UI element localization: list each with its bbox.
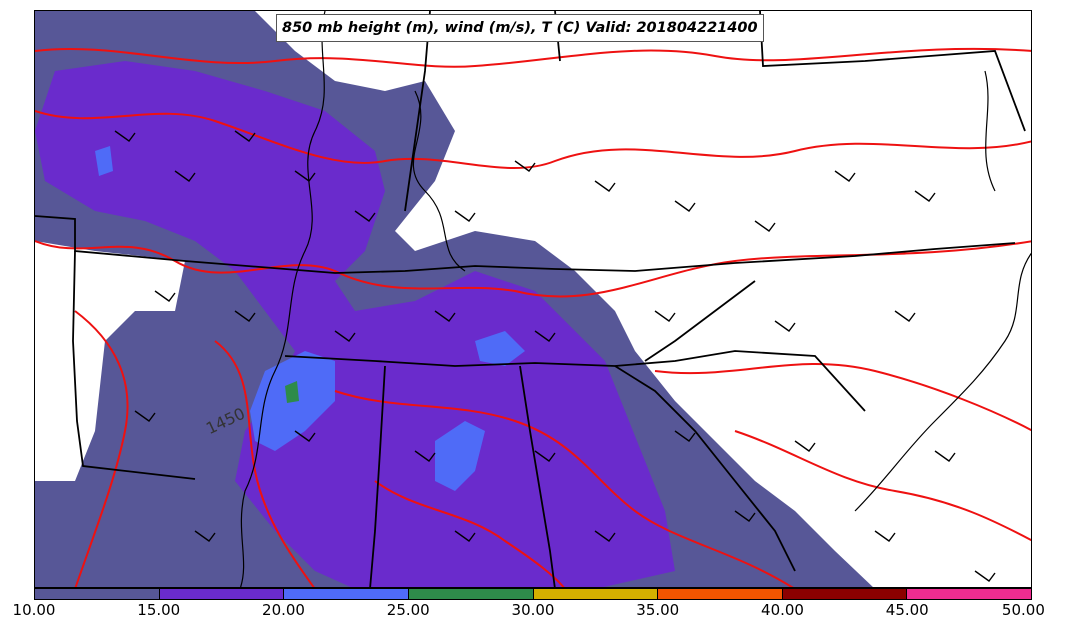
colorbar-segment (658, 589, 783, 599)
shading-15-20 (35, 61, 675, 587)
colorbar-segment (159, 589, 285, 599)
colorbar-tick-label: 10.00 (12, 601, 56, 619)
colorbar-tick-label: 45.00 (885, 601, 929, 619)
map-panel: 1450 (34, 10, 1032, 588)
shading-20-25-d (475, 331, 525, 366)
map-title: 850 mb height (m), wind (m/s), T (C) Val… (276, 14, 764, 42)
colorbar-tick-label: 15.00 (137, 601, 181, 619)
colorbar-segment (782, 589, 908, 599)
rivers-coastline (239, 11, 1031, 587)
shading-25-30 (285, 381, 299, 403)
wind-speed-shading (35, 11, 873, 587)
colorbar-segment (408, 589, 534, 599)
colorbar-segment (35, 589, 160, 599)
colorbar-tick-label: 40.00 (761, 601, 804, 619)
map-canvas: 1450 (35, 11, 1031, 587)
colorbar-tick-label: 30.00 (511, 601, 555, 619)
state-boundaries (35, 11, 1026, 587)
wind-barbs (114, 130, 996, 582)
colorbar-segment (533, 589, 659, 599)
colorbar (34, 588, 1032, 600)
colorbar-tick-label: 35.00 (636, 601, 680, 619)
shading-20-25-b (435, 421, 485, 491)
colorbar-tick-label: 25.00 (386, 601, 430, 619)
colorbar-tick-label: 20.00 (262, 601, 305, 619)
colorbar-segment (284, 589, 409, 599)
shading-20-25-c (95, 146, 113, 176)
colorbar-segment (907, 589, 1031, 599)
colorbar-tick-label: 50.00 (1001, 601, 1045, 619)
